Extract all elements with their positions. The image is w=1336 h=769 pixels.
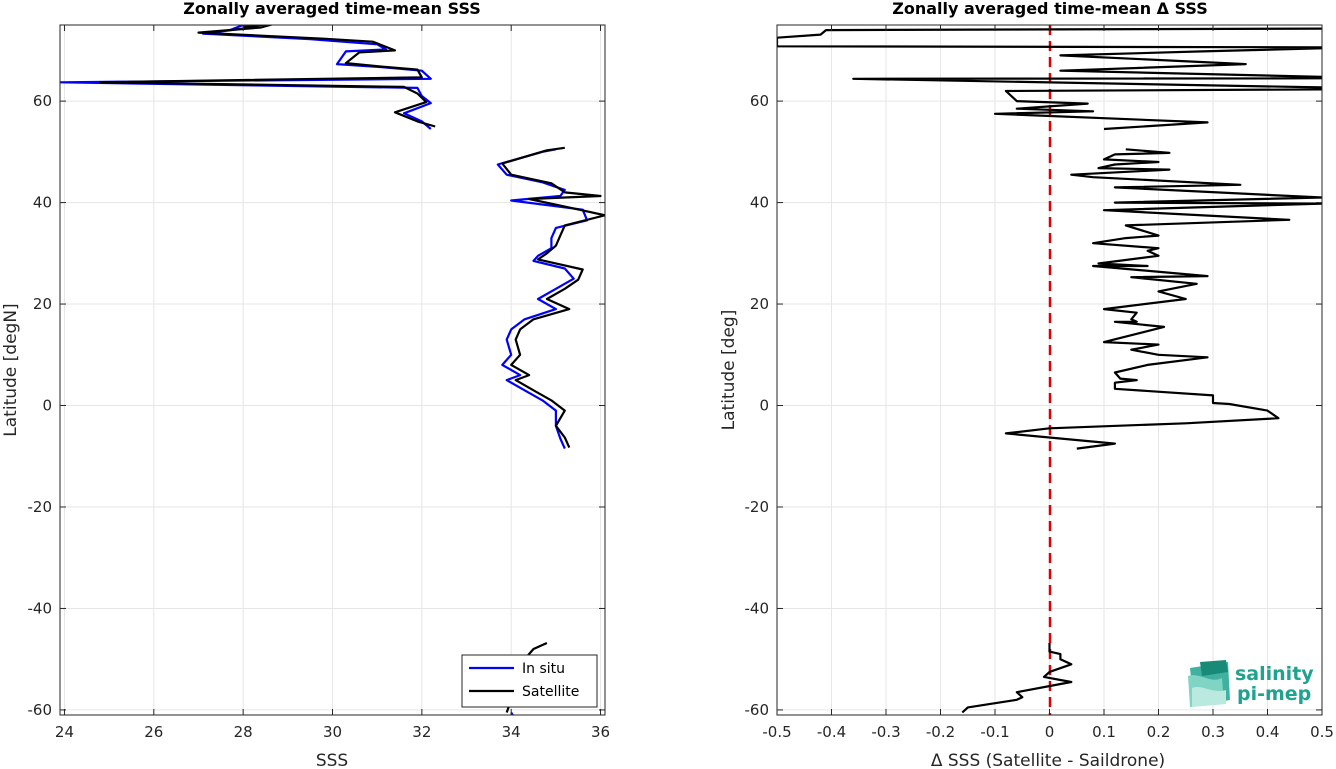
y-tick-label: 60 bbox=[33, 92, 52, 110]
x-tick-label: 30 bbox=[323, 723, 342, 741]
y-tick-label: -20 bbox=[745, 498, 770, 516]
left-axes: 24 26 28 30 32 34 36 -60 -40 -20 0 20 40 60 Zonally … bbox=[1, 0, 610, 769]
x-tick-label: 36 bbox=[591, 723, 610, 741]
y-tick-label: -60 bbox=[28, 701, 53, 719]
x-tick-label: 0.4 bbox=[1256, 723, 1280, 741]
right-plot-lines bbox=[777, 27, 1322, 714]
y-tick-label: 0 bbox=[42, 397, 52, 415]
legend-label-satellite: Satellite bbox=[522, 684, 579, 700]
y-tick-label: 20 bbox=[33, 295, 52, 313]
right-chart-title: Zonally averaged time-mean Δ SSS bbox=[892, 0, 1208, 18]
x-tick-label: 34 bbox=[502, 723, 521, 741]
legend-label-in-situ: In situ bbox=[522, 661, 565, 677]
x-tick-label: 28 bbox=[234, 723, 253, 741]
x-tick-label: -0.5 bbox=[762, 723, 791, 741]
series-line-delta-sss bbox=[777, 27, 1322, 131]
series-line-satellite bbox=[99, 25, 436, 128]
left-tick-marks bbox=[60, 25, 605, 715]
x-tick-label: 26 bbox=[144, 723, 163, 741]
x-tick-label: -0.1 bbox=[980, 723, 1009, 741]
left-x-tick-labels: 24 26 28 30 32 34 36 bbox=[55, 723, 610, 741]
x-tick-label: 0.3 bbox=[1201, 723, 1225, 741]
wave-logo-icon bbox=[1188, 660, 1230, 707]
x-tick-label: 0.2 bbox=[1147, 723, 1171, 741]
series-line-in-situ bbox=[510, 711, 514, 715]
x-tick-label: -0.4 bbox=[817, 723, 846, 741]
x-tick-label: 0.5 bbox=[1310, 723, 1334, 741]
x-tick-label: 24 bbox=[55, 723, 74, 741]
left-chart-title: Zonally averaged time-mean SSS bbox=[183, 0, 481, 18]
x-tick-label: -0.3 bbox=[871, 723, 900, 741]
right-y-axis-label: Latitude [deg] bbox=[719, 310, 739, 431]
y-tick-label: -40 bbox=[745, 599, 770, 617]
y-tick-label: 20 bbox=[750, 295, 769, 313]
legend-box bbox=[461, 654, 598, 708]
logo-text-salinity: salinity bbox=[1235, 663, 1314, 685]
x-tick-label: 0.1 bbox=[1092, 723, 1116, 741]
y-tick-label: -20 bbox=[28, 498, 53, 516]
right-x-axis-label: Δ SSS (Satellite - Saildrone) bbox=[931, 751, 1165, 769]
y-tick-label: 0 bbox=[759, 397, 769, 415]
left-x-axis-label: SSS bbox=[316, 751, 348, 769]
legend: In situ Satellite bbox=[461, 654, 598, 708]
y-tick-label: -60 bbox=[745, 701, 770, 719]
y-tick-label: 40 bbox=[33, 194, 52, 212]
x-tick-label: -0.2 bbox=[926, 723, 955, 741]
x-tick-label: 32 bbox=[412, 723, 431, 741]
y-tick-label: 40 bbox=[750, 194, 769, 212]
right-y-tick-labels: -60 -40 -20 0 20 40 60 bbox=[745, 92, 770, 719]
logo-text-pi-mep: pi-mep bbox=[1237, 683, 1311, 705]
right-x-tick-labels: -0.5 -0.4 -0.3 -0.2 -0.1 0 0.1 0.2 0.3 0.4 0.5 bbox=[762, 723, 1334, 741]
y-tick-label: 60 bbox=[750, 92, 769, 110]
salinity-pi-mep-logo: salinity pi-mep bbox=[1188, 660, 1314, 707]
series-line-satellite bbox=[501, 146, 605, 449]
left-plot-lines bbox=[60, 25, 605, 715]
series-line-delta-sss bbox=[961, 643, 1073, 714]
right-axes: -0.5 -0.4 -0.3 -0.2 -0.1 0 0.1 0.2 0.3 0.4 0.5 -60… bbox=[719, 0, 1334, 769]
left-grid bbox=[60, 25, 605, 715]
left-y-tick-labels: -60 -40 -20 0 20 40 60 bbox=[28, 92, 53, 719]
y-tick-label: -40 bbox=[28, 599, 53, 617]
left-y-axis-label: Latitude [degN] bbox=[1, 303, 21, 436]
x-tick-label: 0 bbox=[1045, 723, 1055, 741]
right-tick-marks bbox=[776, 25, 1323, 715]
series-line-delta-sss bbox=[1004, 148, 1322, 450]
